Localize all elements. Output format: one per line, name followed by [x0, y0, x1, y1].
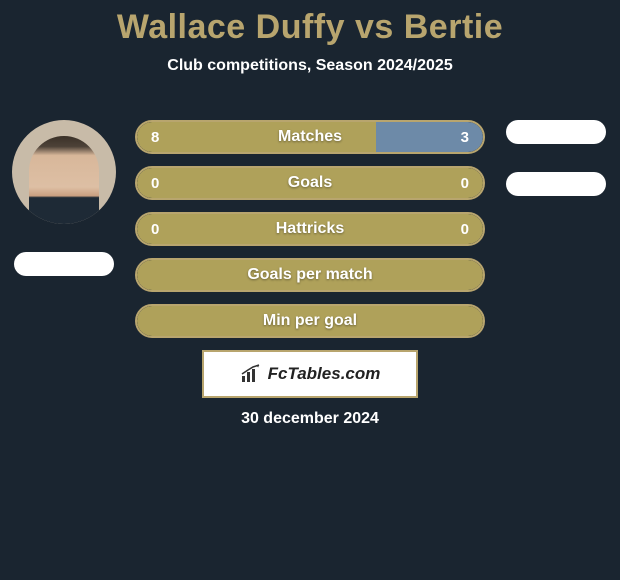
- stat-value-right: 0: [461, 168, 469, 198]
- stat-row: Hattricks0 0: [135, 212, 485, 246]
- player-right-name-pill-bottom: [506, 172, 606, 196]
- player-right-name-pill-top: [506, 120, 606, 144]
- player-left-name-pill: [14, 252, 114, 276]
- stat-row: Matches8 3: [135, 120, 485, 154]
- stat-label: Goals per match: [137, 260, 483, 290]
- player-left-column: [8, 120, 120, 276]
- chart-icon: [240, 364, 262, 384]
- footer-date: 30 december 2024: [0, 410, 620, 428]
- stat-label: Hattricks: [137, 214, 483, 244]
- avatar-face-placeholder: [29, 136, 99, 224]
- watermark-text: FcTables.com: [268, 364, 381, 384]
- page-subtitle: Club competitions, Season 2024/2025: [0, 57, 620, 75]
- stat-value-left: 0: [151, 214, 159, 244]
- stat-label: Min per goal: [137, 306, 483, 336]
- stat-row: Goals0 0: [135, 166, 485, 200]
- stat-label: Matches: [137, 122, 483, 152]
- player-left-avatar: [12, 120, 116, 224]
- stat-label: Goals: [137, 168, 483, 198]
- stat-value-right: 3: [461, 122, 469, 152]
- stats-container: Matches83Goals00Hattricks00Goals per mat…: [135, 120, 485, 350]
- player-right-column: [500, 120, 612, 196]
- page-title: Wallace Duffy vs Bertie: [0, 8, 620, 47]
- stat-row: Goals per match: [135, 258, 485, 292]
- stat-row: Min per goal: [135, 304, 485, 338]
- stat-value-left: 8: [151, 122, 159, 152]
- stat-value-right: 0: [461, 214, 469, 244]
- watermark: FcTables.com: [202, 350, 418, 398]
- stat-value-left: 0: [151, 168, 159, 198]
